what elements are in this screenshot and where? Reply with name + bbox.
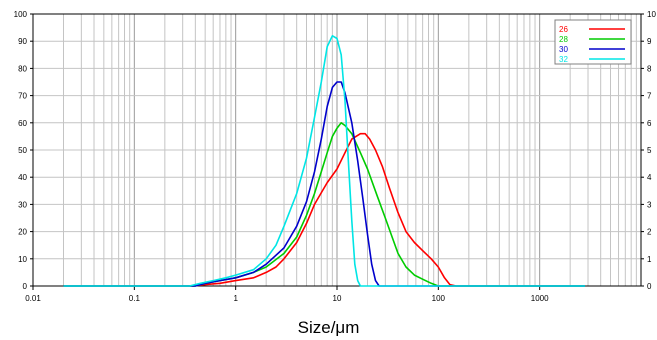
- y-tick-label: 10: [18, 255, 27, 264]
- y-tick-label: 100: [14, 10, 28, 19]
- legend-label-30: 30: [559, 45, 568, 54]
- legend-label-28: 28: [559, 35, 568, 44]
- y-tick-label: 80: [18, 64, 27, 73]
- y-tick-label: 30: [18, 200, 27, 209]
- x-tick-label: 0.1: [129, 294, 141, 303]
- grid-lines: [32, 14, 641, 286]
- legend-label-26: 26: [559, 25, 568, 34]
- series-line-26: [63, 132, 585, 287]
- series-line-32: [63, 34, 585, 287]
- y2-tick-label: 3: [647, 200, 652, 209]
- y2-tick-label: 1: [647, 255, 652, 264]
- y-tick-label: 0: [23, 282, 28, 291]
- legend-label-32: 32: [559, 55, 568, 64]
- x-tick-label: 1: [233, 294, 238, 303]
- y-tick-label: 60: [18, 119, 27, 128]
- y2-tick-label: 4: [647, 173, 652, 182]
- series-line-30: [63, 81, 585, 287]
- y-tick-label: 70: [18, 92, 27, 101]
- y2-tick-label: 7: [647, 92, 652, 101]
- y-tick-label: 90: [18, 37, 27, 46]
- y-tick-label: 50: [18, 146, 27, 155]
- series-lines: [63, 34, 585, 287]
- y2-tick-label: 2: [647, 228, 652, 237]
- axis-ticks: 0 0 10 1 20 2 30 3 40 4 50 5 60 6 70 7 80 8 90 9 100 10 0.01 0.…: [14, 10, 657, 303]
- y-tick-label: 20: [18, 228, 27, 237]
- legend-box: [554, 19, 632, 65]
- y2-tick-label: 8: [647, 64, 652, 73]
- y2-tick-label: 10: [647, 10, 656, 19]
- y2-tick-label: 5: [647, 146, 652, 155]
- line-chart: 0 0 10 1 20 2 30 3 40 4 50 5 60 6 70 7 80 8 90 9 100 10 0.01 0.…: [14, 10, 657, 303]
- y2-tick-label: 6: [647, 119, 652, 128]
- y2-tick-label: 0: [647, 282, 652, 291]
- y2-tick-label: 9: [647, 37, 652, 46]
- x-tick-label: 1000: [531, 294, 549, 303]
- x-tick-label: 0.01: [25, 294, 41, 303]
- x-tick-label: 10: [333, 294, 342, 303]
- x-axis-label: Size/μm: [297, 318, 360, 337]
- x-tick-label: 100: [432, 294, 446, 303]
- y-tick-label: 40: [18, 173, 27, 182]
